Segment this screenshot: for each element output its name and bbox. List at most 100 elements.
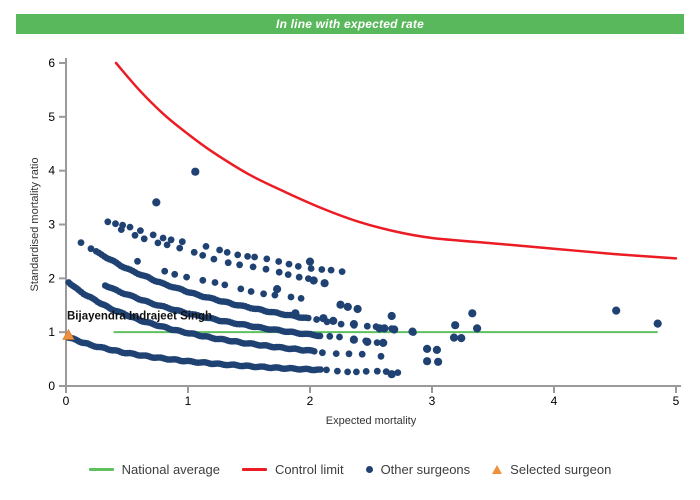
surgeon-dot[interactable]	[210, 255, 218, 263]
surgeon-dot[interactable]	[387, 370, 396, 379]
surgeon-dot[interactable]	[379, 338, 388, 347]
surgeon-dot[interactable]	[451, 321, 460, 330]
surgeon-dot[interactable]	[318, 266, 326, 273]
surgeon-dot[interactable]	[377, 352, 385, 360]
surgeon-dot[interactable]	[390, 325, 399, 334]
surgeon-dot[interactable]	[345, 350, 353, 358]
surgeon-dot[interactable]	[236, 261, 244, 269]
surgeon-dot[interactable]	[311, 348, 318, 355]
surgeon-dot[interactable]	[112, 220, 119, 228]
surgeon-dot[interactable]	[285, 260, 293, 268]
surgeon-dot[interactable]	[334, 367, 341, 375]
surgeon-dot[interactable]	[336, 300, 345, 309]
surgeon-dot[interactable]	[432, 345, 441, 354]
surgeon-dot[interactable]	[653, 319, 662, 328]
surgeon-dot[interactable]	[344, 368, 351, 376]
surgeon-dot[interactable]	[309, 276, 318, 285]
surgeon-dot[interactable]	[249, 263, 257, 271]
surgeon-dot[interactable]	[271, 291, 279, 299]
surgeon-dot[interactable]	[307, 265, 315, 272]
surgeon-dot[interactable]	[380, 324, 389, 333]
surgeon-dot[interactable]	[337, 320, 345, 328]
surgeon-dot[interactable]	[434, 357, 443, 366]
surgeon-dot[interactable]	[336, 333, 343, 341]
surgeon-dot[interactable]	[363, 337, 372, 346]
surgeon-dot[interactable]	[263, 255, 271, 263]
surgeon-dot[interactable]	[77, 239, 85, 247]
surgeon-dot[interactable]	[329, 316, 338, 325]
surgeon-dot[interactable]	[323, 366, 330, 374]
surgeon-dot[interactable]	[349, 335, 358, 344]
surgeon-dot[interactable]	[373, 339, 381, 346]
surgeon-dot[interactable]	[104, 218, 112, 226]
surgeon-dot[interactable]	[191, 167, 200, 176]
surgeon-dot[interactable]	[152, 198, 161, 207]
surgeon-dot[interactable]	[394, 369, 402, 376]
surgeon-dot[interactable]	[408, 327, 417, 336]
surgeon-dot[interactable]	[319, 349, 326, 357]
surgeon-dot[interactable]	[131, 231, 139, 239]
surgeon-dot[interactable]	[87, 245, 95, 253]
surgeon-dot[interactable]	[199, 276, 207, 284]
surgeon-dot[interactable]	[134, 257, 141, 265]
surgeon-dot[interactable]	[183, 273, 191, 281]
surgeon-dot[interactable]	[234, 251, 242, 259]
surgeon-dot[interactable]	[473, 324, 482, 333]
surgeon-dot[interactable]	[161, 267, 169, 275]
selected-surgeon-marker[interactable]	[62, 329, 75, 340]
surgeon-dot[interactable]	[287, 293, 295, 301]
surgeon-dot[interactable]	[387, 311, 396, 321]
surgeon-dot[interactable]	[223, 249, 231, 256]
surgeon-dot[interactable]	[202, 243, 210, 250]
surgeon-dot[interactable]	[251, 253, 258, 261]
surgeon-dot[interactable]	[216, 246, 224, 254]
surgeon-dot[interactable]	[291, 309, 300, 318]
surgeon-dot[interactable]	[167, 236, 175, 244]
surgeon-dot[interactable]	[349, 320, 358, 329]
surgeon-dot[interactable]	[117, 226, 125, 234]
surgeon-dot[interactable]	[316, 332, 324, 340]
surgeon-dot[interactable]	[247, 288, 255, 295]
surgeon-dot[interactable]	[190, 248, 198, 256]
surgeon-dot[interactable]	[319, 314, 328, 323]
surgeon-dot[interactable]	[297, 295, 305, 302]
surgeon-dot[interactable]	[449, 333, 459, 342]
surgeon-dot[interactable]	[159, 234, 167, 242]
surgeon-dot[interactable]	[362, 368, 370, 375]
surgeon-dot[interactable]	[457, 334, 466, 343]
surgeon-dot[interactable]	[221, 281, 229, 289]
surgeon-dot[interactable]	[275, 268, 283, 276]
surgeon-dot[interactable]	[317, 366, 324, 373]
surgeon-dot[interactable]	[149, 231, 157, 239]
surgeon-dot[interactable]	[126, 223, 134, 231]
surgeon-dot[interactable]	[275, 258, 283, 265]
surgeon-dot[interactable]	[273, 285, 282, 294]
surgeon-dot[interactable]	[137, 227, 144, 235]
surgeon-dot[interactable]	[224, 259, 232, 267]
surgeon-dot[interactable]	[358, 350, 366, 358]
surgeon-dot[interactable]	[326, 332, 334, 340]
surgeon-dot[interactable]	[163, 241, 171, 249]
surgeon-dot[interactable]	[423, 357, 432, 366]
surgeon-dot[interactable]	[363, 322, 371, 330]
surgeon-dot[interactable]	[468, 309, 477, 318]
surgeon-dot[interactable]	[612, 306, 621, 315]
surgeon-dot[interactable]	[244, 253, 252, 260]
surgeon-dot[interactable]	[237, 285, 245, 293]
surgeon-dot[interactable]	[338, 268, 346, 275]
surgeon-dot[interactable]	[171, 270, 179, 278]
surgeon-dot[interactable]	[423, 344, 432, 353]
surgeon-dot[interactable]	[154, 239, 162, 247]
surgeon-dot[interactable]	[353, 368, 360, 376]
surgeon-dot[interactable]	[284, 271, 292, 278]
surgeon-dot[interactable]	[313, 316, 320, 323]
surgeon-dot[interactable]	[294, 263, 302, 270]
surgeon-dot[interactable]	[320, 279, 329, 288]
surgeon-dot[interactable]	[199, 252, 207, 259]
surgeon-dot[interactable]	[260, 290, 267, 298]
surgeon-dot[interactable]	[343, 302, 352, 311]
surgeon-dot[interactable]	[353, 304, 362, 314]
surgeon-dot[interactable]	[295, 273, 303, 281]
surgeon-dot[interactable]	[211, 279, 219, 286]
surgeon-dot[interactable]	[178, 238, 186, 246]
